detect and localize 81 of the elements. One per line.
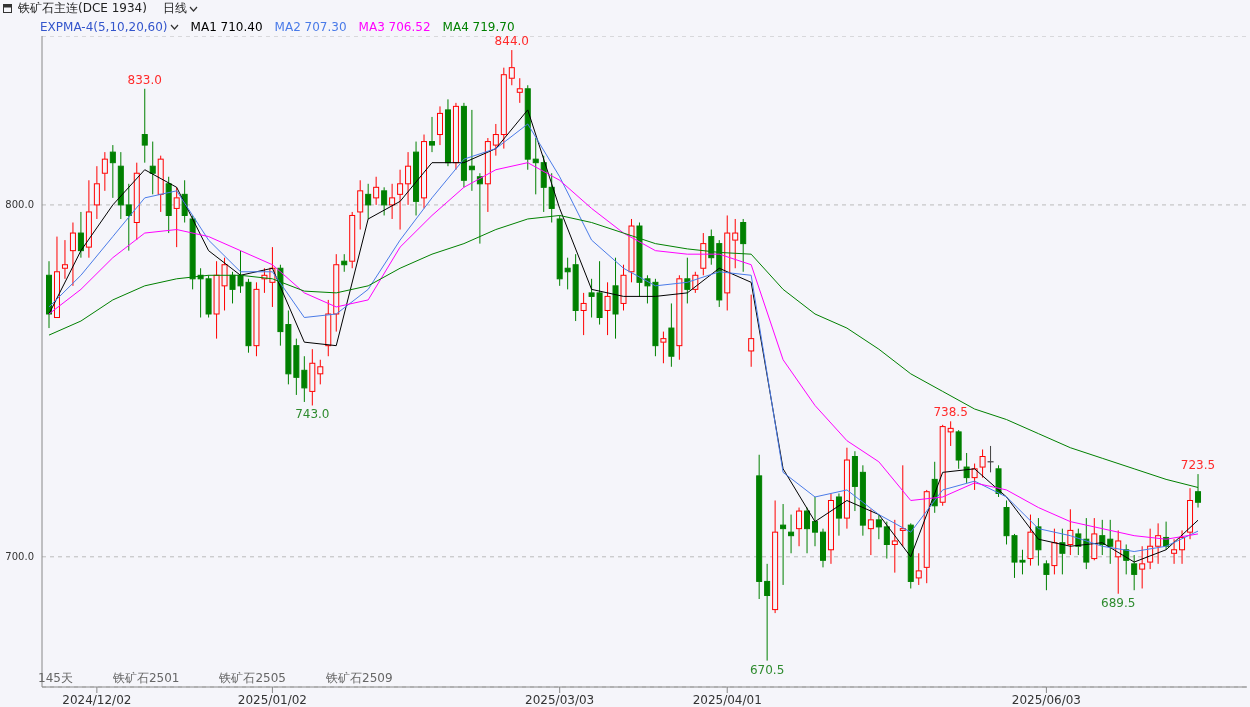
y-tick-label: 800.0: [5, 199, 34, 211]
candlestick: [772, 500, 779, 614]
annotation: 145天: [38, 670, 73, 687]
candlestick: [413, 141, 420, 216]
candlestick: [444, 98, 451, 167]
candlestick: [612, 257, 619, 340]
candlestick: [891, 519, 898, 574]
candlestick: [732, 218, 739, 269]
candlestick: [867, 508, 874, 556]
candlestick: [963, 452, 970, 484]
annotation: 670.5: [749, 662, 785, 677]
chart-subtitle: 日线: [162, 0, 187, 17]
candlestick: [843, 447, 850, 530]
annotation: 738.5: [933, 405, 968, 420]
candlestick: [796, 507, 803, 547]
candlestick: [668, 302, 675, 368]
candlestick: [421, 134, 428, 209]
candlestick: [756, 454, 763, 600]
candlestick: [77, 211, 84, 259]
annotation: 铁矿石2509: [326, 670, 393, 687]
x-tick-label: 2025/03/03: [525, 692, 595, 707]
candlestick: [452, 102, 459, 171]
x-tick-label: 2025/01/02: [237, 692, 307, 707]
candlestick: [764, 563, 771, 662]
candlestick: [812, 496, 819, 547]
candlestick: [460, 102, 467, 188]
y-tick-label: 700.0: [5, 551, 34, 563]
candlestick: [947, 420, 954, 447]
legend-title: EXPMA-4(5,10,20,60): [40, 19, 168, 34]
candlestick: [468, 109, 475, 192]
x-tick-label: 2024/12/02: [62, 692, 132, 707]
candlestick: [580, 292, 587, 336]
candlestick: [851, 450, 858, 512]
candlestick: [61, 239, 68, 280]
text: MA4 719.70: [442, 19, 515, 34]
chart-title: 铁矿石主连(DCE 1934): [18, 0, 147, 17]
candlestick: [1171, 538, 1178, 565]
candlestick: [827, 492, 834, 565]
x-tick-label: 2025/04/01: [692, 692, 762, 707]
candlestick: [835, 492, 842, 537]
candlestick: [253, 281, 260, 357]
text: MA3 706.52: [358, 19, 431, 34]
candlestick: [397, 169, 404, 231]
candlestick: [429, 116, 436, 153]
candlestick: [125, 183, 132, 252]
candlestick: [516, 77, 523, 104]
annotation: 844.0: [494, 34, 529, 49]
candlestick: [532, 137, 539, 195]
candlestick: [69, 222, 76, 287]
annotation: 723.5: [1180, 458, 1216, 473]
candlestick: [405, 151, 412, 206]
annotation: 铁矿石2505: [219, 670, 286, 687]
candlestick: [1187, 487, 1194, 540]
candlestick: [357, 179, 364, 231]
text: MA2 707.30: [274, 19, 347, 34]
text: MA1 710.40: [190, 19, 263, 34]
candlestick: [780, 503, 787, 586]
candlestick: [484, 137, 491, 213]
candlestick: [85, 179, 92, 259]
candlestick: [381, 186, 388, 216]
candlestick: [149, 141, 156, 195]
candlestick: [436, 105, 443, 146]
candlestick: [389, 183, 396, 220]
candlestick: [141, 88, 148, 164]
annotation: 743.0: [295, 407, 330, 422]
annotation: 铁矿石2501: [112, 670, 180, 687]
candlestick: [859, 464, 866, 537]
candlestick: [93, 165, 100, 220]
candlestick: [117, 151, 124, 220]
annotation: 689.5: [1101, 595, 1136, 610]
candlestick: [1155, 522, 1162, 565]
annotation: 833.0: [127, 72, 162, 87]
candlestick: [819, 528, 826, 568]
candlestick: [46, 260, 52, 329]
candlestick: [101, 151, 108, 192]
candlestick: [309, 348, 316, 406]
candlestick: [748, 294, 755, 368]
candlestick: [341, 253, 348, 273]
candlestick: [788, 514, 795, 554]
x-tick-label: 2025/06/03: [1011, 692, 1081, 707]
candlestick: [333, 253, 340, 333]
